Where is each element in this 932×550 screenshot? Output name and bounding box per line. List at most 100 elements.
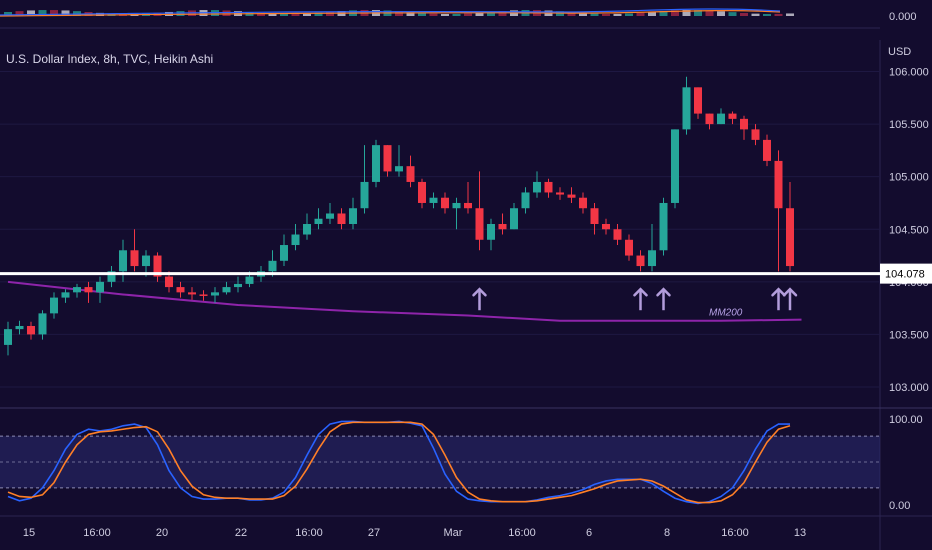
candle xyxy=(176,281,185,298)
candle xyxy=(222,281,231,295)
time-tick-label: 27 xyxy=(368,527,380,539)
currency-label: USD xyxy=(888,46,912,58)
candle xyxy=(73,283,81,298)
price-pane: 106.000105.500105.000104.500104.000103.5… xyxy=(0,40,932,550)
candle xyxy=(613,224,622,246)
time-tick-label: 6 xyxy=(586,527,592,539)
candle xyxy=(4,321,12,356)
candle xyxy=(291,224,300,251)
up-arrow-icon xyxy=(472,287,487,311)
time-tick-label: 15 xyxy=(23,527,35,539)
candle xyxy=(130,229,139,272)
time-tick-label: 16:00 xyxy=(295,527,323,539)
price-tick-label: 103.000 xyxy=(889,382,929,394)
candle xyxy=(326,202,334,224)
candlestick-series xyxy=(4,76,794,356)
up-arrow-icon xyxy=(633,287,648,311)
candle xyxy=(429,192,438,209)
candle xyxy=(694,87,702,119)
candle xyxy=(418,178,426,209)
candle xyxy=(211,287,219,303)
price-tick-label: 105.000 xyxy=(889,172,929,184)
stochastic-k-line xyxy=(7,420,790,505)
candle xyxy=(303,213,311,240)
candle xyxy=(188,287,196,300)
candle xyxy=(349,197,357,230)
price-tick-label: 105.500 xyxy=(889,119,929,131)
candle xyxy=(602,218,610,235)
time-tick-label: 20 xyxy=(156,527,168,539)
price-tick-label: 103.500 xyxy=(889,329,929,341)
time-tick-label: 8 xyxy=(664,527,670,539)
time-tick-label: 22 xyxy=(235,527,247,539)
candle xyxy=(717,108,725,125)
candle xyxy=(590,202,599,235)
candle xyxy=(61,289,70,303)
candle xyxy=(84,281,93,303)
candle xyxy=(521,187,530,214)
candle xyxy=(636,250,645,272)
candle xyxy=(406,155,415,188)
chart-title: U.S. Dollar Index, 8h, TVC, Heikin Ashi xyxy=(6,52,214,66)
candle xyxy=(314,208,323,230)
candle xyxy=(464,181,472,214)
up-arrow-icon xyxy=(771,287,786,311)
candle xyxy=(682,76,691,135)
top-pane-value-label: 0.000 xyxy=(889,11,917,23)
candle xyxy=(579,192,587,214)
ma200-line xyxy=(7,280,802,322)
candle xyxy=(533,171,541,198)
candle xyxy=(648,224,656,272)
candle xyxy=(556,187,564,200)
time-axis: 15 16:00 20 22 16:00 27 Mar 16:00 6 8 16:00 13 xyxy=(23,527,806,539)
candle xyxy=(107,266,116,288)
ma200-label: MM200 xyxy=(709,308,743,319)
stochastic-tick-label: 100.00 xyxy=(889,414,923,426)
time-tick-label: Mar xyxy=(444,527,463,539)
up-arrow-icon xyxy=(656,287,671,311)
candle xyxy=(360,145,369,214)
candle xyxy=(774,150,783,272)
stochastic-tick-label: 0.00 xyxy=(889,500,910,512)
time-tick-label: 16:00 xyxy=(721,527,749,539)
candle xyxy=(441,192,449,214)
candle xyxy=(705,113,714,130)
candle xyxy=(786,181,794,272)
candle xyxy=(372,139,380,188)
candle xyxy=(119,239,127,282)
candle xyxy=(15,320,24,335)
candle xyxy=(659,197,668,256)
price-tick-label: 106.000 xyxy=(889,67,929,79)
candle xyxy=(280,234,288,267)
time-tick-label: 16:00 xyxy=(508,527,536,539)
candle xyxy=(234,276,242,293)
price-tick-label: 104.500 xyxy=(889,224,929,236)
candle xyxy=(567,187,576,203)
stochastic-d-line xyxy=(7,421,791,504)
candle xyxy=(728,111,737,125)
top-pane-histogram xyxy=(0,8,794,17)
candle xyxy=(544,178,553,198)
candle xyxy=(625,234,633,261)
candle xyxy=(383,145,392,177)
candle xyxy=(153,252,162,282)
candle xyxy=(27,321,35,340)
candle xyxy=(96,276,104,303)
candle xyxy=(498,213,507,235)
candle xyxy=(671,129,679,209)
last-price-label: 104.078 xyxy=(885,269,925,281)
up-arrow-icon xyxy=(782,287,798,311)
time-tick-label: 13 xyxy=(794,527,806,539)
arrow-markers xyxy=(472,287,798,311)
stochastic-y-axis: 100.00 0.00 xyxy=(889,414,923,512)
candle xyxy=(337,208,346,230)
candle xyxy=(50,292,58,319)
candle xyxy=(763,134,771,167)
candle xyxy=(475,171,484,251)
candle xyxy=(199,290,208,301)
candle xyxy=(38,310,47,340)
time-tick-label: 16:00 xyxy=(83,527,111,539)
candle xyxy=(487,218,495,251)
candle xyxy=(751,124,760,146)
